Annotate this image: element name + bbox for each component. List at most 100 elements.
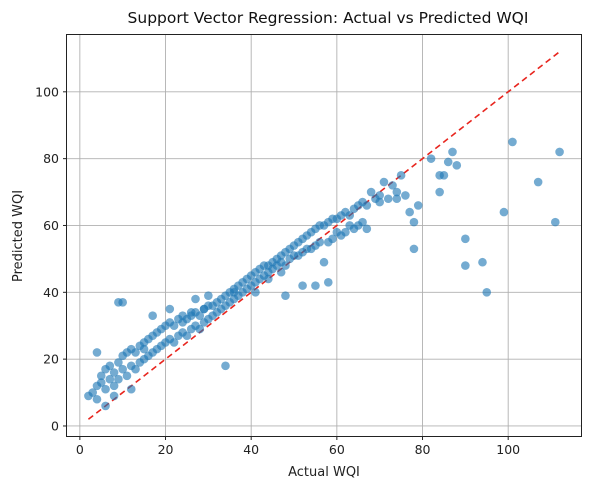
y-axis-label: Predicted WQI	[11, 190, 26, 282]
y-tick-label: 80	[43, 151, 59, 166]
x-tick-label: 40	[243, 442, 259, 457]
data-point	[165, 304, 175, 314]
data-point	[204, 291, 213, 300]
data-point	[118, 364, 127, 374]
data-point	[92, 348, 102, 357]
data-point	[131, 348, 140, 357]
data-point	[482, 288, 492, 297]
reference-line-layer	[87, 51, 561, 420]
data-point	[461, 261, 470, 270]
y-tick-label: 60	[43, 218, 59, 233]
data-point	[426, 154, 436, 163]
x-axis-label: Actual WQI	[288, 465, 360, 480]
data-point	[375, 191, 384, 200]
data-point	[358, 217, 367, 227]
plot-frame	[66, 34, 582, 437]
data-point	[383, 194, 393, 204]
data-point	[281, 261, 290, 270]
data-point	[182, 331, 192, 341]
x-tick-label: 0	[76, 442, 84, 457]
data-point	[101, 401, 110, 411]
data-point	[276, 267, 286, 277]
y-tick-label: 40	[43, 285, 59, 300]
y-tick-label: 100	[35, 84, 59, 99]
data-point	[195, 311, 205, 321]
data-point	[92, 394, 102, 404]
x-tick-label: 20	[158, 442, 174, 457]
data-point	[96, 378, 106, 387]
data-point	[345, 211, 355, 220]
data-point	[251, 288, 260, 297]
data-point	[281, 291, 290, 300]
data-point	[105, 374, 115, 384]
data-point	[409, 244, 419, 254]
data-point	[109, 381, 119, 391]
data-point	[388, 181, 397, 190]
data-point	[96, 371, 106, 381]
data-point	[109, 391, 119, 401]
data-point	[461, 234, 470, 244]
data-point	[379, 177, 389, 187]
data-point	[396, 171, 406, 180]
data-point	[439, 171, 449, 180]
data-point	[101, 384, 110, 394]
data-points	[84, 137, 564, 411]
data-point	[221, 361, 230, 371]
reference-line	[87, 51, 561, 420]
data-point	[169, 338, 179, 347]
data-point	[401, 191, 410, 200]
data-point	[319, 257, 329, 267]
data-point	[169, 321, 179, 331]
data-point	[328, 234, 337, 244]
data-point	[195, 324, 205, 334]
data-point	[409, 217, 419, 227]
data-point	[311, 281, 320, 290]
grid	[67, 35, 581, 436]
data-point	[88, 388, 97, 397]
data-point	[105, 361, 115, 371]
data-point	[191, 294, 200, 304]
x-tick-label: 100	[496, 442, 520, 457]
data-point	[178, 318, 187, 327]
chart-title: Support Vector Regression: Actual vs Pre…	[128, 9, 529, 27]
x-tick-label: 80	[415, 442, 431, 457]
data-point	[186, 308, 196, 317]
data-point	[139, 344, 149, 354]
data-point	[392, 194, 402, 204]
data-point	[315, 237, 325, 247]
data-point	[229, 288, 239, 297]
data-point	[405, 207, 414, 217]
data-point	[126, 384, 136, 394]
y-tick-label: 0	[51, 418, 59, 433]
data-point	[366, 187, 376, 197]
data-point	[131, 364, 140, 374]
data-point	[362, 201, 372, 210]
data-point	[508, 137, 517, 147]
data-point	[118, 298, 127, 307]
data-point	[413, 201, 423, 210]
data-point	[551, 217, 560, 227]
data-point	[199, 304, 209, 314]
data-point	[109, 368, 119, 377]
data-point	[362, 224, 372, 234]
data-point	[375, 197, 384, 207]
y-tick-label: 20	[43, 352, 59, 367]
data-point	[499, 207, 509, 217]
data-point	[555, 147, 564, 157]
data-point	[341, 227, 350, 237]
axis-ticks: 0 20 40 60 80 100 0 20 40 60 80 100	[35, 84, 520, 457]
data-point	[114, 374, 123, 384]
data-point	[114, 358, 123, 367]
data-point	[392, 187, 402, 197]
data-point	[298, 281, 307, 290]
data-point	[264, 274, 273, 284]
data-point	[323, 277, 333, 287]
data-point	[533, 177, 543, 187]
data-point	[435, 187, 444, 197]
data-point	[122, 371, 132, 381]
data-point	[448, 147, 457, 157]
data-point	[443, 157, 453, 167]
data-point	[452, 161, 462, 170]
data-point	[148, 311, 157, 321]
